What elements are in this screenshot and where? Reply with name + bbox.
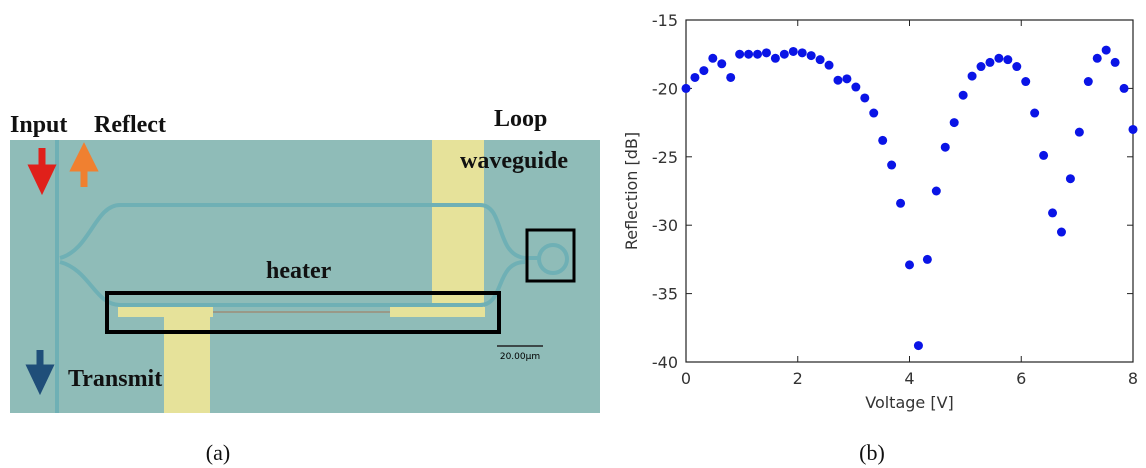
point [833, 75, 843, 85]
point [770, 53, 780, 63]
point [913, 341, 923, 351]
heater-box [105, 291, 501, 334]
point [1101, 45, 1111, 55]
point [869, 108, 879, 118]
point [815, 55, 825, 65]
point [1003, 55, 1013, 65]
point [1012, 62, 1022, 72]
point [1119, 83, 1129, 93]
point [1048, 208, 1058, 218]
point [1110, 57, 1120, 67]
waveguide [59, 260, 526, 307]
x-tick-label: 2 [793, 369, 803, 388]
point [735, 49, 745, 59]
point [887, 160, 897, 170]
point [1065, 174, 1075, 184]
point [931, 186, 941, 196]
x-tick-label: 6 [1016, 369, 1026, 388]
caption: (a) [206, 440, 230, 465]
point [1092, 53, 1102, 63]
point [690, 72, 700, 82]
x-tick-label: 4 [904, 369, 914, 388]
point [726, 72, 736, 82]
point [744, 49, 754, 59]
x-tick-label: 8 [1128, 369, 1138, 388]
point [905, 260, 914, 270]
label-loop: Loop [494, 106, 547, 132]
plot: -40 -35 -30 -25 -20 -15 0 2 4 6 8 Voltage [V] Reflec… [622, 11, 1138, 465]
scale-label: 20.00μm [500, 352, 540, 362]
arrow-reflect [69, 142, 99, 187]
point [806, 51, 816, 61]
point [1128, 124, 1138, 134]
point [851, 82, 861, 92]
point [824, 60, 834, 70]
point [860, 93, 870, 103]
y-tick-label: -15 [652, 11, 678, 30]
point [1083, 77, 1093, 87]
x-tick-label: 0 [681, 369, 691, 388]
pad [164, 305, 210, 413]
point [878, 135, 888, 145]
x-axis-label: Voltage [V] [865, 393, 954, 412]
point [940, 142, 950, 152]
caption: (b) [859, 440, 885, 465]
point [779, 49, 789, 59]
point [967, 71, 977, 81]
loop [537, 243, 569, 275]
arrow-input [27, 148, 57, 196]
point [1030, 108, 1040, 118]
point [753, 49, 763, 59]
micrograph: 20.00μm [10, 140, 600, 413]
label-reflect: Reflect [94, 112, 166, 138]
point [842, 74, 852, 84]
point [1056, 227, 1066, 237]
point [788, 46, 798, 56]
heater-pad [118, 307, 213, 317]
point [949, 118, 959, 128]
point [985, 57, 995, 67]
point [994, 53, 1004, 63]
arrow-transmit [25, 350, 55, 396]
heater-pad [390, 307, 485, 317]
point [761, 48, 771, 58]
y-tick-label: -35 [652, 285, 678, 304]
point [797, 48, 807, 58]
y-tick-label: -20 [652, 79, 678, 98]
point [896, 198, 906, 208]
point [699, 66, 709, 76]
y-tick-label: -40 [652, 353, 678, 372]
pad [432, 140, 484, 310]
point [1021, 77, 1031, 87]
point [1039, 150, 1049, 160]
point [708, 53, 718, 63]
label-heater: heater [266, 258, 332, 284]
y-tick-label: -25 [652, 148, 678, 167]
point [1074, 127, 1084, 137]
point [681, 83, 691, 93]
y-axis-label: Reflection [dB] [622, 132, 641, 250]
waveguide [59, 203, 540, 260]
label-waveguide: waveguide [460, 148, 568, 174]
loop-box [525, 228, 576, 283]
point [922, 254, 932, 264]
y-tick-label: -30 [652, 216, 678, 235]
point [717, 59, 727, 69]
plot-frame [685, 19, 1134, 363]
label-input: Input [10, 112, 67, 138]
point [958, 90, 968, 100]
point [976, 62, 986, 72]
label-transmit: Transmit [68, 366, 162, 392]
